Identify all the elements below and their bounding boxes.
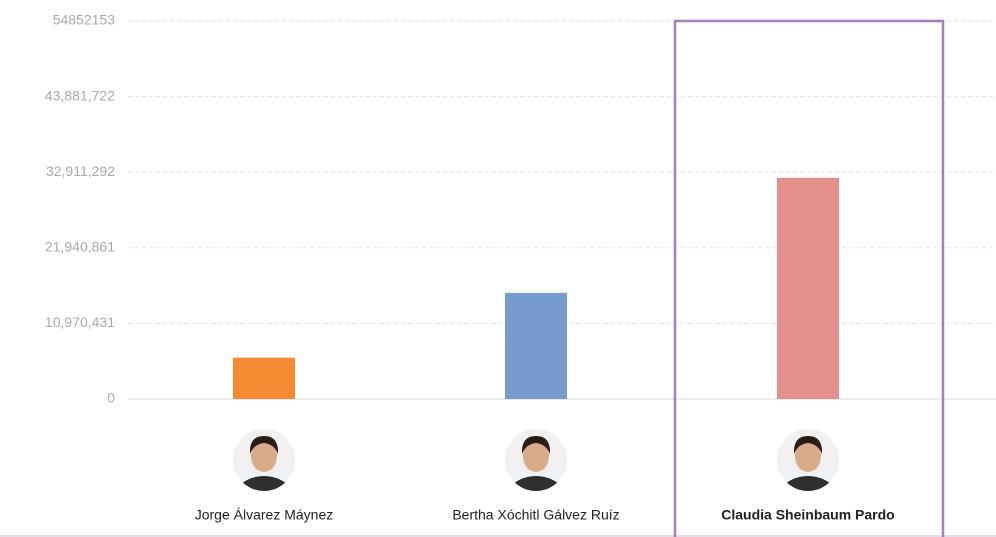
avatar-head	[795, 440, 821, 472]
avatar-body	[237, 476, 291, 491]
bar	[505, 292, 567, 399]
avatar-figure	[509, 436, 563, 491]
avatar-body	[509, 476, 563, 491]
avatar-hair	[521, 436, 551, 454]
bar	[777, 177, 839, 399]
y-tick-label: 10,970,431	[45, 314, 115, 330]
avatar-head	[523, 440, 549, 472]
avatar-figure	[781, 436, 835, 491]
y-tick-label: 0	[107, 390, 115, 406]
y-tick-label: 32,911,292	[46, 163, 115, 179]
candidate-avatar	[505, 429, 567, 491]
y-tick-label: 21,940,861	[45, 239, 115, 255]
x-tick-label: Claudia Sheinbaum Pardo	[721, 507, 894, 523]
avatar-body	[781, 476, 835, 491]
avatar-head	[251, 440, 277, 472]
avatar-hair	[249, 436, 279, 454]
y-tick-label: 54852153	[53, 12, 116, 28]
avatar-figure	[237, 436, 291, 491]
avatar-hair	[793, 436, 823, 454]
candidate-avatar	[233, 429, 295, 491]
x-tick-label: Jorge Álvarez Máynez	[195, 507, 334, 523]
y-tick-label: 43,881,722	[45, 87, 115, 103]
bar	[233, 357, 295, 399]
candidate-avatar	[777, 429, 839, 491]
x-tick-label: Bertha Xóchitl Gálvez Ruíz	[452, 507, 619, 523]
highlight-frame	[673, 19, 945, 537]
